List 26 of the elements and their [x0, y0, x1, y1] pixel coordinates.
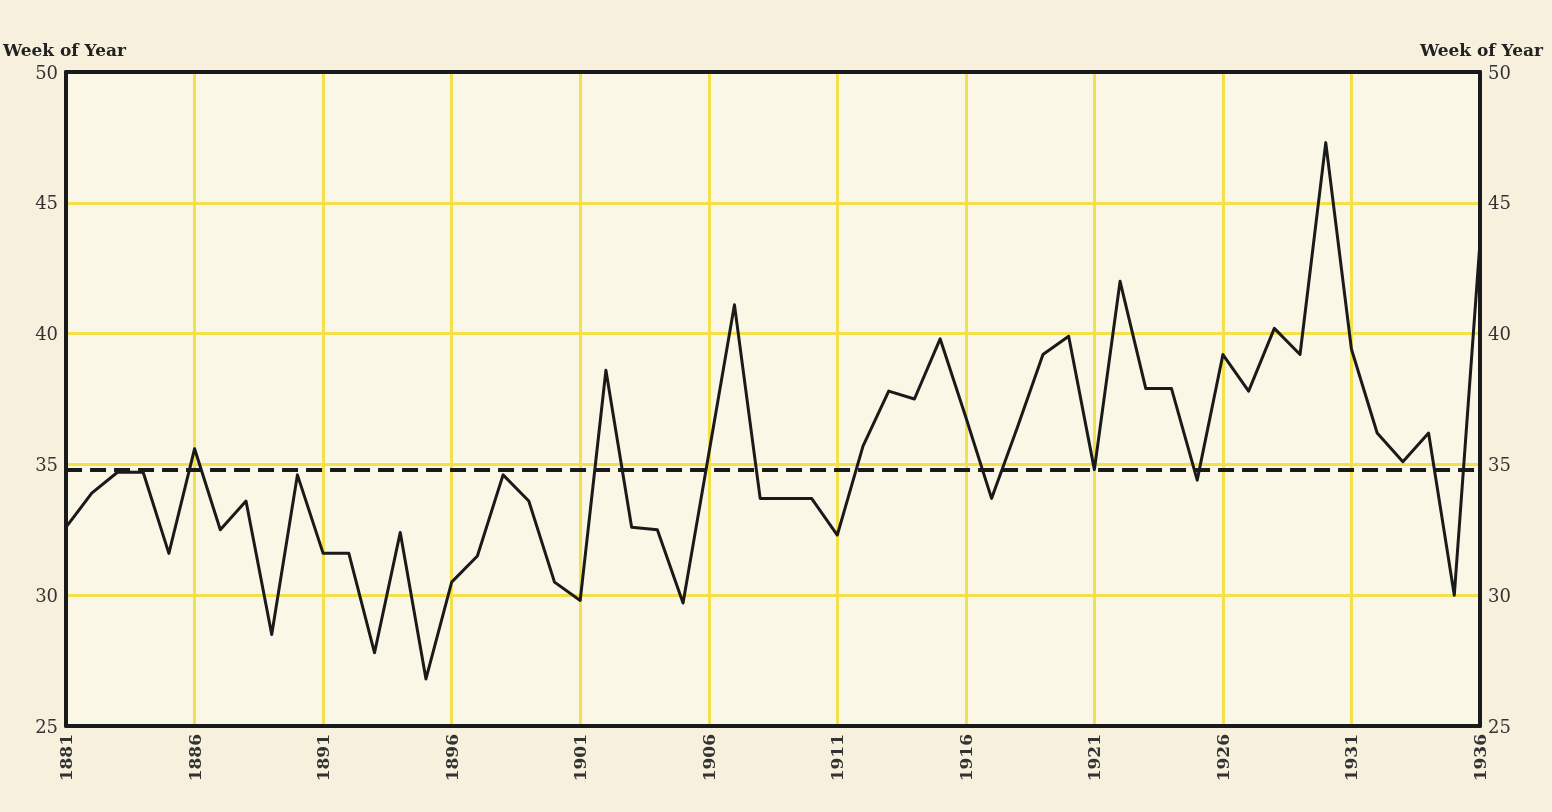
x-tick-label: 1936 — [1470, 734, 1490, 782]
x-tick-label: 1916 — [955, 734, 976, 782]
y2-tick-label: 50 — [1488, 61, 1511, 83]
y2-tick-label: 25 — [1488, 715, 1511, 737]
y2-tick-label: 40 — [1488, 323, 1511, 345]
x-tick-label: 1896 — [441, 734, 462, 782]
y2-tick-label: 35 — [1488, 453, 1511, 475]
x-tick-label: 1881 — [56, 734, 77, 782]
y2-axis-title: Week of Year — [1419, 39, 1545, 60]
y2-tick-label: 30 — [1488, 584, 1511, 606]
x-tick-label: 1886 — [184, 734, 205, 782]
y-tick-label: 40 — [35, 323, 59, 345]
y-tick-label: 25 — [35, 715, 59, 737]
y-tick-label: 45 — [35, 192, 59, 214]
x-tick-label: 1931 — [1341, 734, 1362, 782]
x-tick-label: 1926 — [1212, 734, 1233, 782]
x-tick-label: 1921 — [1084, 734, 1105, 782]
x-tick-label: 1911 — [827, 734, 848, 782]
y-tick-label: 30 — [35, 584, 59, 606]
x-tick-label: 1891 — [313, 734, 334, 782]
x-tick-label: 1901 — [570, 734, 591, 782]
y2-tick-label: 45 — [1488, 192, 1511, 214]
x-tick-label: 1906 — [698, 734, 719, 782]
y-axis-title: Week of Year — [1, 39, 128, 60]
y-tick-label: 50 — [35, 61, 59, 83]
y-tick-label: 35 — [35, 453, 59, 475]
